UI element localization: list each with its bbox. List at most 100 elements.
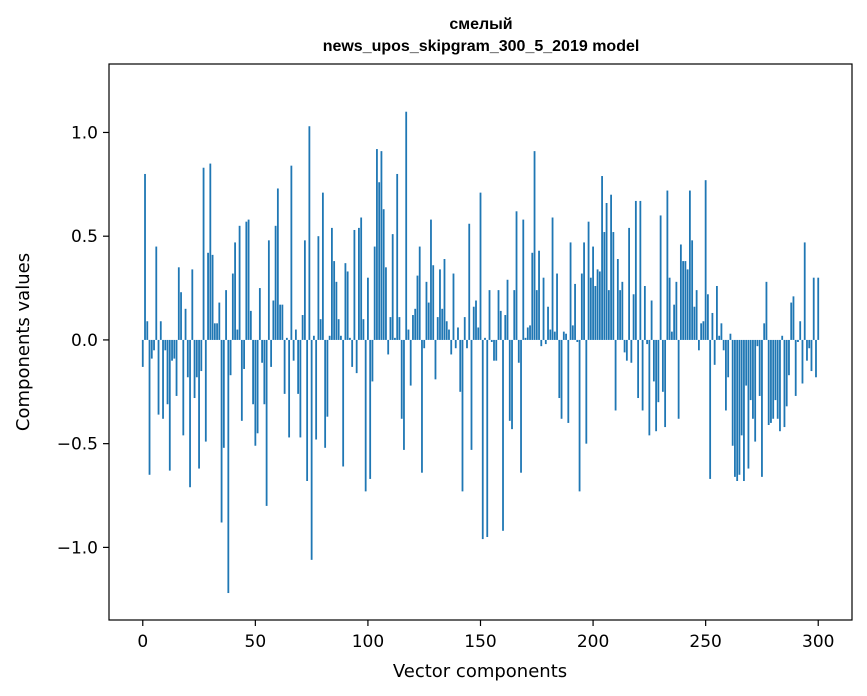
bars-group [141,111,820,594]
bar-273 [756,339,759,347]
bar-283 [779,339,781,432]
bar-82 [326,339,329,417]
bar-217 [630,339,633,363]
bar-208 [610,194,612,340]
bar-288 [790,302,793,340]
y-tick-label-1: −0.5 [57,435,98,455]
bar-198 [587,221,590,340]
bar-221 [639,200,642,340]
bar-63 [283,339,286,394]
bar-119 [409,339,412,386]
bar-281 [774,339,777,401]
plot-frame [108,63,853,621]
bar-257 [720,323,723,340]
y-tick-label-2: 0.0 [71,331,98,351]
bar-40 [231,273,234,340]
bar-4 [150,339,153,359]
bar-178 [542,277,545,340]
bar-200 [592,246,594,340]
bar-142 [461,339,464,492]
bar-192 [574,283,576,340]
bar-45 [243,339,245,369]
bar-0 [141,339,144,367]
bar-137 [450,339,453,355]
bar-118 [407,329,410,340]
bar-165 [513,290,516,340]
bar-106 [380,151,383,340]
bar-225 [648,339,651,436]
bar-15 [175,339,178,396]
bar-129 [432,265,435,340]
bar-181 [549,329,552,340]
bar-248 [700,323,703,340]
bar-92 [349,337,351,340]
bar-11 [166,339,169,405]
bar-251 [707,294,709,340]
bar-235 [670,331,673,340]
bar-271 [752,339,754,419]
bar-205 [603,232,606,340]
bar-180 [547,306,549,340]
bar-42 [236,329,239,340]
bar-76 [312,335,315,340]
bar-77 [315,339,318,440]
bar-296 [808,339,811,349]
bar-47 [247,219,250,340]
bar-215 [625,339,628,361]
bar-228 [655,339,658,432]
bar-166 [515,211,518,340]
bar-207 [607,290,610,340]
bar-33 [216,323,218,340]
bar-277 [765,281,768,340]
bar-88 [340,335,342,340]
bar-289 [792,296,795,340]
bar-190 [569,242,572,340]
bar-96 [358,227,360,340]
bar-12 [168,339,171,471]
bar-126 [425,281,428,340]
bar-187 [562,331,565,340]
bar-99 [364,339,367,492]
bar-216 [628,227,630,340]
bar-103 [373,246,376,340]
bar-241 [684,261,687,340]
bar-239 [679,244,682,340]
bar-227 [652,339,655,382]
bar-16 [177,267,180,340]
bar-240 [682,261,685,340]
bar-267 [743,339,745,481]
bar-112 [394,337,396,340]
bar-144 [466,339,468,349]
bar-230 [659,215,662,340]
bar-84 [331,227,333,340]
bar-265 [738,339,741,475]
bar-122 [416,275,419,340]
bar-19 [184,308,187,340]
bar-28 [204,339,207,442]
bar-170 [524,337,527,340]
bar-234 [668,277,671,340]
bar-272 [754,339,757,442]
x-tick-label-1: 50 [245,632,267,652]
bar-157 [495,339,498,361]
bar-89 [342,339,345,467]
bar-213 [621,281,624,340]
bar-149 [477,327,480,340]
bar-224 [646,339,649,345]
bar-135 [445,321,448,340]
bar-5 [153,339,155,351]
bar-255 [716,285,718,340]
bar-25 [198,339,200,469]
bar-164 [511,339,513,430]
bar-56 [267,240,270,340]
bar-107 [382,209,385,340]
bar-101 [369,339,372,479]
bar-58 [272,300,275,340]
y-tick-label-4: 1.0 [71,123,98,143]
bar-153 [486,339,489,538]
bar-2 [146,321,149,340]
bar-154 [488,290,491,340]
bar-32 [213,323,216,340]
bar-174 [533,151,536,340]
bar-7 [157,339,160,415]
